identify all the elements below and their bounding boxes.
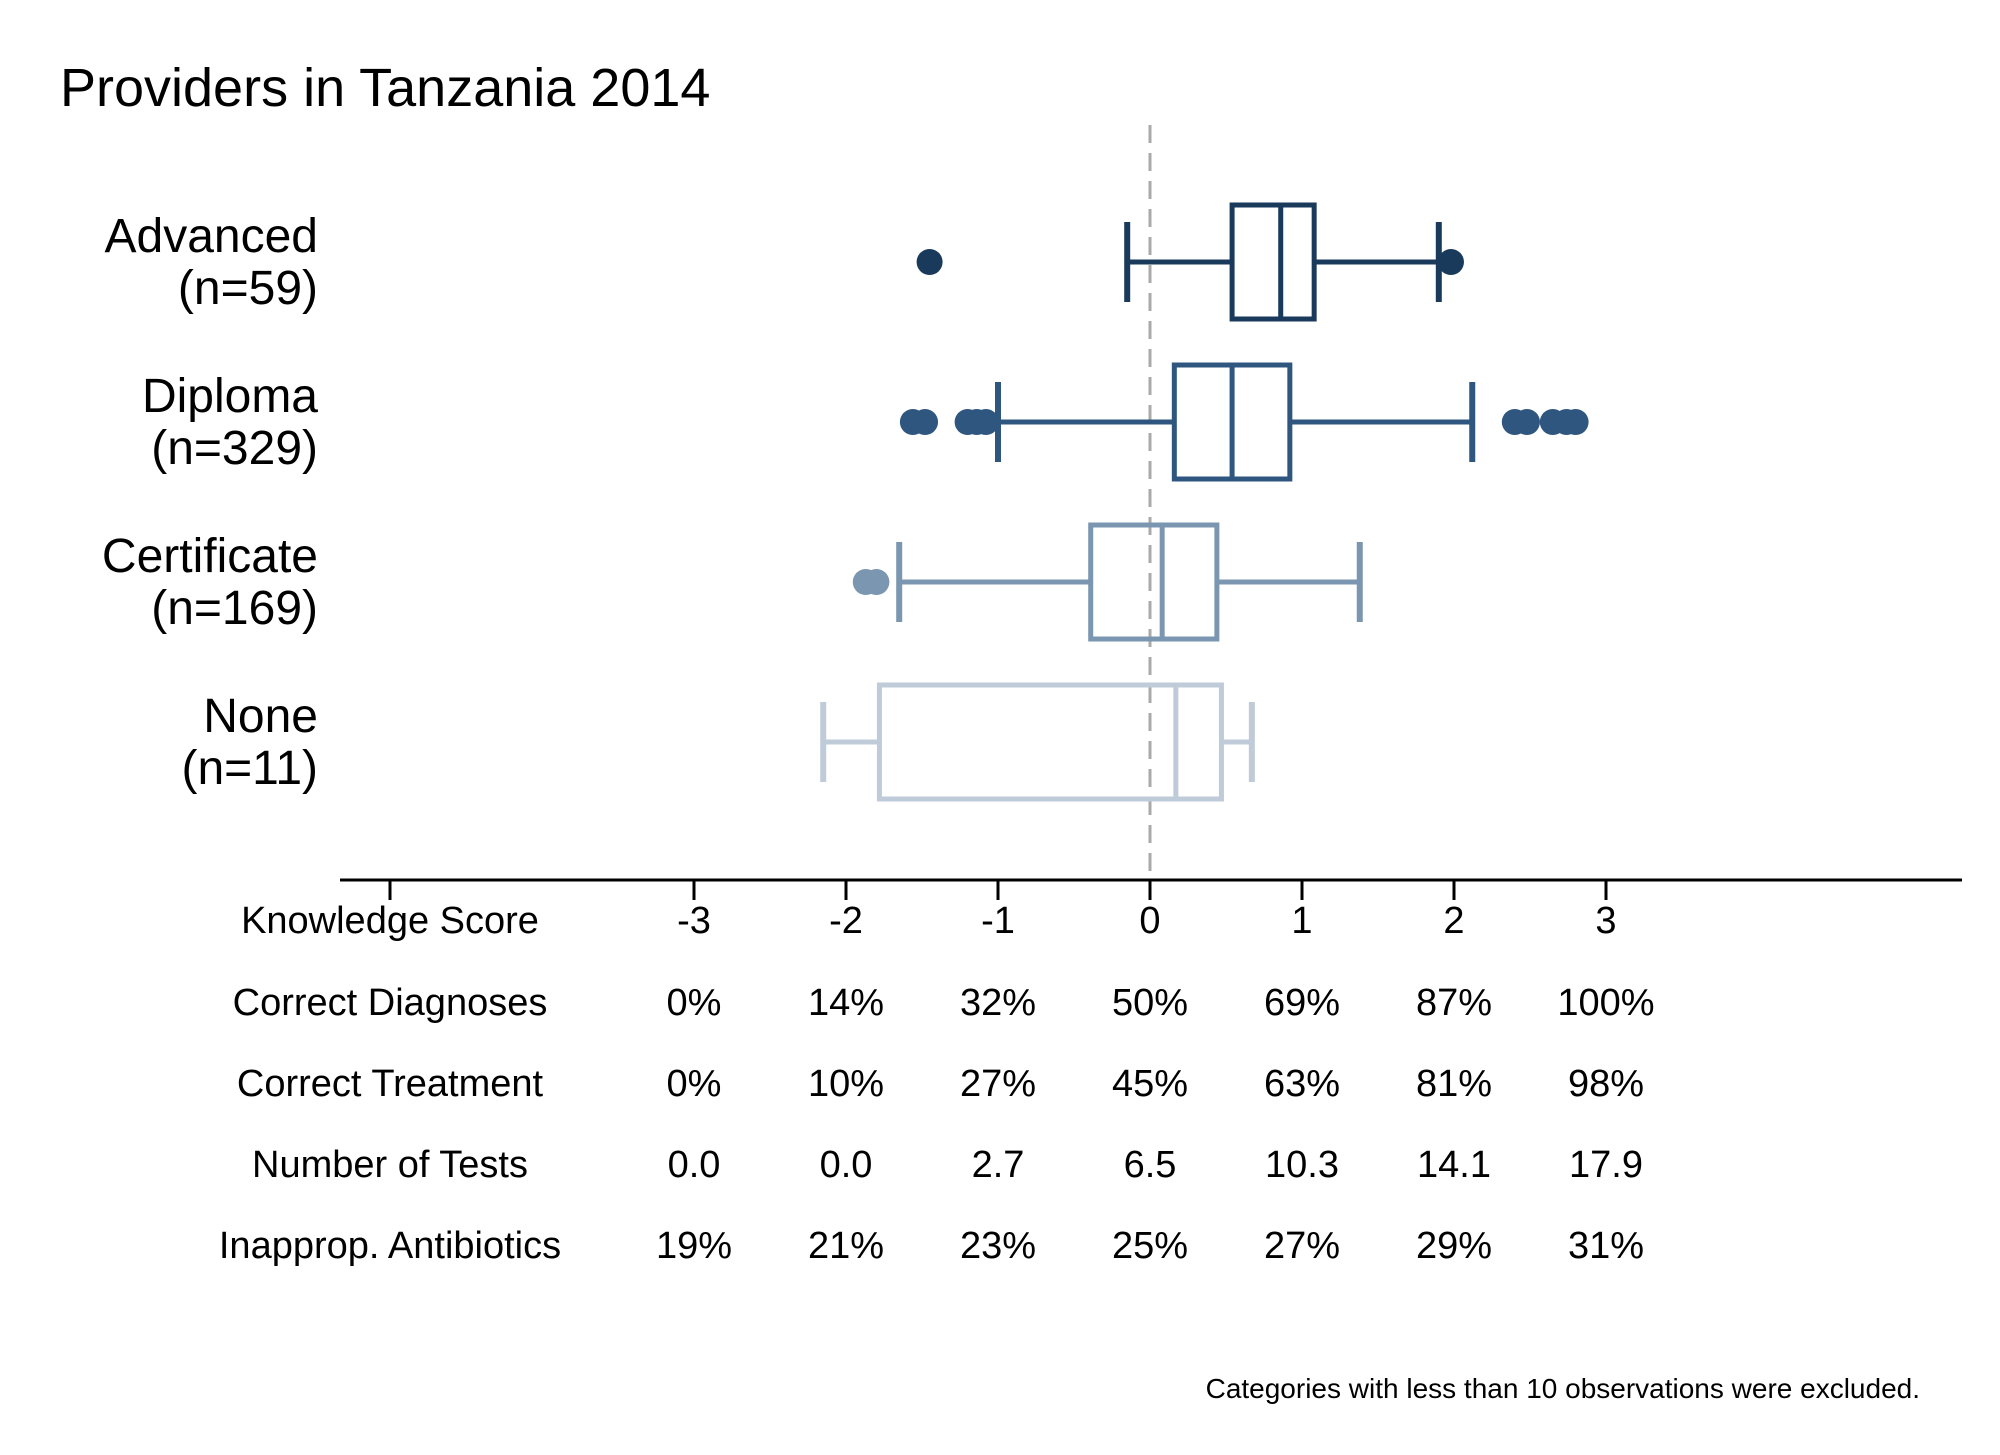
table-row-label: Knowledge Score	[241, 900, 539, 942]
category-count: (n=11)	[181, 742, 318, 795]
category-label: Certificate	[102, 530, 318, 583]
category-count: (n=329)	[151, 422, 318, 475]
table-cell: 87%	[1416, 982, 1492, 1024]
table-cell: 31%	[1568, 1225, 1644, 1267]
category-count: (n=59)	[178, 262, 318, 315]
table-cell: 32%	[960, 982, 1036, 1024]
outlier-point	[1437, 249, 1464, 275]
outlier-point	[1513, 409, 1540, 435]
table-cell: 0.0	[668, 1144, 721, 1186]
table-cell: 100%	[1557, 982, 1654, 1024]
table-cell: 0%	[667, 982, 722, 1024]
table-cell: 69%	[1264, 982, 1340, 1024]
table-cell: 81%	[1416, 1063, 1492, 1105]
table-cell: 27%	[1264, 1225, 1340, 1267]
box-none: None(n=11)	[181, 682, 1255, 802]
table-cell: 14%	[808, 982, 884, 1024]
table-cell: 27%	[960, 1063, 1036, 1105]
category-count: (n=169)	[151, 582, 318, 635]
outlier-point	[863, 569, 890, 595]
table-row-label: Correct Treatment	[237, 1063, 544, 1105]
summary-table: Knowledge Score -3 -2 -1 0 1 2 3 Correct Diagnos…	[219, 900, 1655, 1267]
table-cell: 19%	[656, 1225, 732, 1267]
chart-title: Providers in Tanzania 2014	[60, 58, 710, 118]
table-cell: 2.7	[972, 1144, 1025, 1186]
table-cell: 45%	[1112, 1063, 1188, 1105]
category-label: Advanced	[105, 210, 319, 263]
table-cell: -1	[981, 900, 1015, 942]
table-cell: 63%	[1264, 1063, 1340, 1105]
outlier-point	[912, 409, 939, 435]
outlier-point	[1562, 409, 1589, 435]
plot-area: Advanced(n=59)Diploma(n=329)Certificate(…	[102, 125, 1962, 900]
outlier-point	[972, 409, 999, 435]
table-row-label: Inapprop. Antibiotics	[219, 1225, 561, 1267]
box-certificate: Certificate(n=169)	[102, 522, 1363, 642]
outlier-point	[916, 249, 943, 275]
table-cell: 14.1	[1417, 1144, 1491, 1186]
table-row-label: Correct Diagnoses	[233, 982, 548, 1024]
table-cell: 10.3	[1265, 1144, 1339, 1186]
table-cell: 29%	[1416, 1225, 1492, 1267]
box-advanced: Advanced(n=59)	[105, 202, 1464, 322]
category-label: None	[203, 690, 318, 743]
table-cell: 6.5	[1124, 1144, 1177, 1186]
table-cell: 2	[1443, 900, 1464, 942]
table-cell: 17.9	[1569, 1144, 1643, 1186]
table-cell: 3	[1595, 900, 1616, 942]
table-cell: 10%	[808, 1063, 884, 1105]
iqr-box	[876, 682, 1224, 802]
table-cell: 50%	[1112, 982, 1188, 1024]
box-diploma: Diploma(n=329)	[142, 362, 1589, 482]
category-label: Diploma	[142, 370, 318, 423]
table-cell: 0%	[667, 1063, 722, 1105]
table-row-label: Number of Tests	[252, 1144, 528, 1186]
table-cell: 1	[1291, 900, 1312, 942]
table-cell: 25%	[1112, 1225, 1188, 1267]
iqr-box	[1229, 202, 1317, 322]
table-cell: 98%	[1568, 1063, 1644, 1105]
footnote: Categories with less than 10 observation…	[1206, 1373, 1920, 1404]
table-cell: 0	[1139, 900, 1160, 942]
iqr-box	[1088, 522, 1220, 642]
table-cell: 0.0	[820, 1144, 873, 1186]
table-cell: -2	[829, 900, 863, 942]
table-cell: -3	[677, 900, 711, 942]
table-cell: 23%	[960, 1225, 1036, 1267]
table-cell: 21%	[808, 1225, 884, 1267]
